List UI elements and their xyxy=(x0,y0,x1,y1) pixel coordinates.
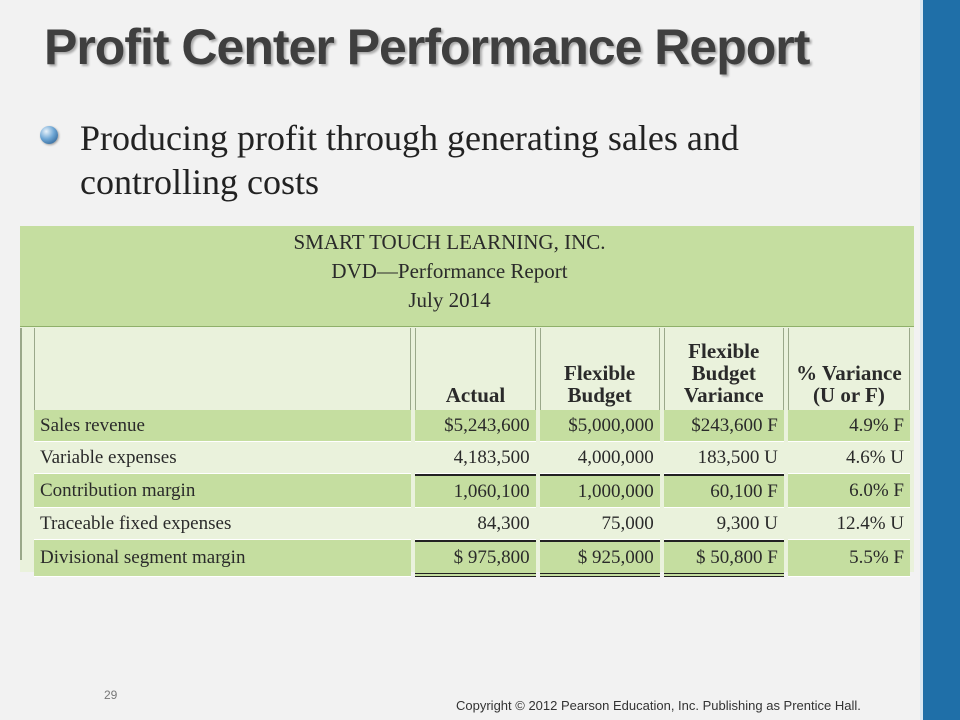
budget-cell: 1,000,000 xyxy=(539,474,660,508)
pct-variance-cell: 6.0% F xyxy=(787,474,910,508)
header-actual: Actual xyxy=(415,328,536,410)
header-flexible-budget: Flexible Budget xyxy=(539,328,660,410)
page-number: 29 xyxy=(104,688,118,702)
bullet-text: Producing profit through generating sale… xyxy=(80,118,739,202)
budget-cell: $ 925,000 xyxy=(539,540,660,577)
report-period: July 2014 xyxy=(408,288,491,312)
variance-cell: $243,600 F xyxy=(663,410,784,442)
pct-variance-cell: 4.9% F xyxy=(787,410,910,442)
report-company: SMART TOUCH LEARNING, INC. xyxy=(293,230,606,254)
accent-sidebar xyxy=(920,0,960,720)
report-table: Actual Flexible Budget Flexible Budget Vari… xyxy=(30,328,914,577)
table-left-edge xyxy=(20,328,28,560)
budget-cell: 4,000,000 xyxy=(539,442,660,474)
table-row: Variable expenses 4,183,500 4,000,000 18… xyxy=(34,442,910,474)
table-row: Traceable fixed expenses 84,300 75,000 9… xyxy=(34,508,910,540)
row-label: Variable expenses xyxy=(34,442,412,474)
row-label: Sales revenue xyxy=(34,410,412,442)
variance-cell: $ 50,800 F xyxy=(663,540,784,577)
pct-variance-cell: 4.6% U xyxy=(787,442,910,474)
variance-cell: 9,300 U xyxy=(663,508,784,540)
copyright-notice: Copyright © 2012 Pearson Education, Inc.… xyxy=(456,698,861,713)
actual-cell: $ 975,800 xyxy=(415,540,536,577)
table-row: Divisional segment margin $ 975,800 $ 92… xyxy=(34,540,910,577)
actual-cell: 1,060,100 xyxy=(415,474,536,508)
header-budget-variance: Flexible Budget Variance xyxy=(663,328,784,410)
variance-cell: 60,100 F xyxy=(663,474,784,508)
actual-cell: $5,243,600 xyxy=(415,410,536,442)
header-pct-variance: % Variance (U or F) xyxy=(787,328,910,410)
variance-cell: 183,500 U xyxy=(663,442,784,474)
bullet-icon xyxy=(40,126,58,144)
slide-title: Profit Center Performance Report xyxy=(44,19,810,75)
performance-report: SMART TOUCH LEARNING, INC. DVD—Performan… xyxy=(20,226,914,577)
pct-variance-cell: 12.4% U xyxy=(787,508,910,540)
actual-cell: 84,300 xyxy=(415,508,536,540)
row-label: Contribution margin xyxy=(34,474,412,508)
row-label: Traceable fixed expenses xyxy=(34,508,412,540)
table-row: Contribution margin 1,060,100 1,000,000 … xyxy=(34,474,910,508)
table-row: Sales revenue $5,243,600 $5,000,000 $243… xyxy=(34,410,910,442)
row-label: Divisional segment margin xyxy=(34,540,412,577)
header-blank xyxy=(34,328,412,410)
pct-variance-cell: 5.5% F xyxy=(787,540,910,577)
report-header: SMART TOUCH LEARNING, INC. DVD—Performan… xyxy=(20,226,914,327)
budget-cell: $5,000,000 xyxy=(539,410,660,442)
actual-cell: 4,183,500 xyxy=(415,442,536,474)
report-name: DVD—Performance Report xyxy=(331,259,568,283)
budget-cell: 75,000 xyxy=(539,508,660,540)
table-header-row: Actual Flexible Budget Flexible Budget Vari… xyxy=(34,328,910,410)
